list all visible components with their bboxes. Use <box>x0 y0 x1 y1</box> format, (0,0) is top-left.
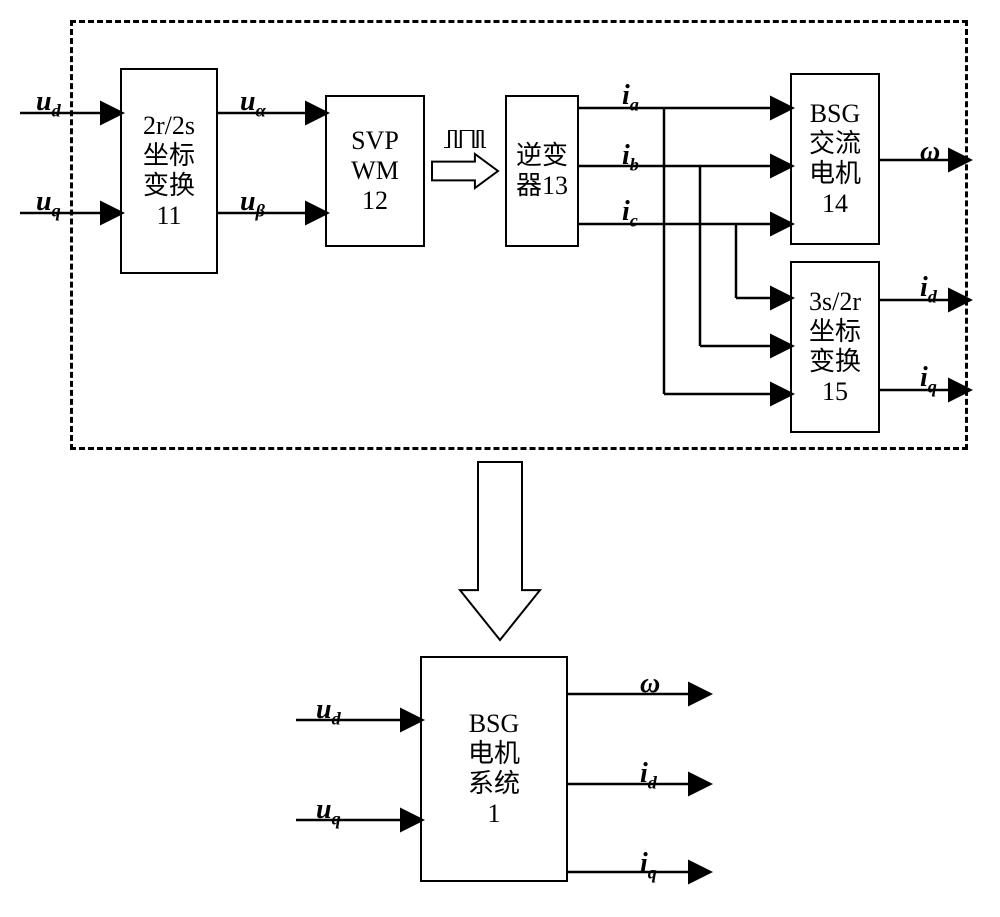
label-ud-bot: ud <box>316 694 341 730</box>
block-line: 变换 <box>809 347 861 377</box>
block-line: 坐标 <box>143 141 195 171</box>
block-line: 1 <box>488 799 501 829</box>
block-line: 11 <box>156 201 181 231</box>
block-line: 坐标 <box>809 317 861 347</box>
label-iq-bot: iq <box>640 848 657 884</box>
label-ualpha: uα <box>240 86 266 122</box>
equiv-label: 等效为 <box>488 490 525 574</box>
label-uq-top: uq <box>36 186 61 222</box>
block-line: 15 <box>822 377 848 407</box>
block-line: WM <box>351 156 399 186</box>
block-line: SVP <box>351 126 399 156</box>
label-uq-bot: uq <box>316 794 341 830</box>
block-line: 12 <box>362 186 388 216</box>
block-11: 2r/2s坐标变换11 <box>120 68 218 274</box>
block-line: 14 <box>822 189 848 219</box>
block-line: 系统 <box>468 769 520 799</box>
block-line: 变换 <box>143 171 195 201</box>
block-14: BSG交流电机14 <box>790 73 880 245</box>
label-ib: ib <box>622 140 639 176</box>
block-line: 电机 <box>809 159 861 189</box>
block-12: SVPWM12 <box>325 95 425 247</box>
block-13: 逆变器13 <box>505 95 579 247</box>
label-omega-bot: ω <box>640 668 660 700</box>
block-line: 电机 <box>468 739 520 769</box>
label-id-bot: id <box>640 758 657 794</box>
block-line: 器13 <box>516 171 568 201</box>
block-line: 2r/2s <box>143 111 195 141</box>
label-ic: ic <box>622 196 638 232</box>
block-1: BSG电机系统1 <box>420 656 568 882</box>
label-ud-top: ud <box>36 86 61 122</box>
block-line: 交流 <box>809 129 861 159</box>
label-ia: ia <box>622 80 639 116</box>
block-line: BSG <box>469 709 520 739</box>
block-15: 3s/2r坐标变换15 <box>790 261 880 433</box>
label-id-top: id <box>920 272 937 308</box>
label-omega-top: ω <box>920 136 940 168</box>
block-line: 3s/2r <box>809 287 861 317</box>
pwm-waveform-icon <box>444 130 486 148</box>
label-iq-top: iq <box>920 362 937 398</box>
label-ubeta: uβ <box>240 186 265 222</box>
block-line: BSG <box>810 99 861 129</box>
block-line: 逆变 <box>516 141 568 171</box>
